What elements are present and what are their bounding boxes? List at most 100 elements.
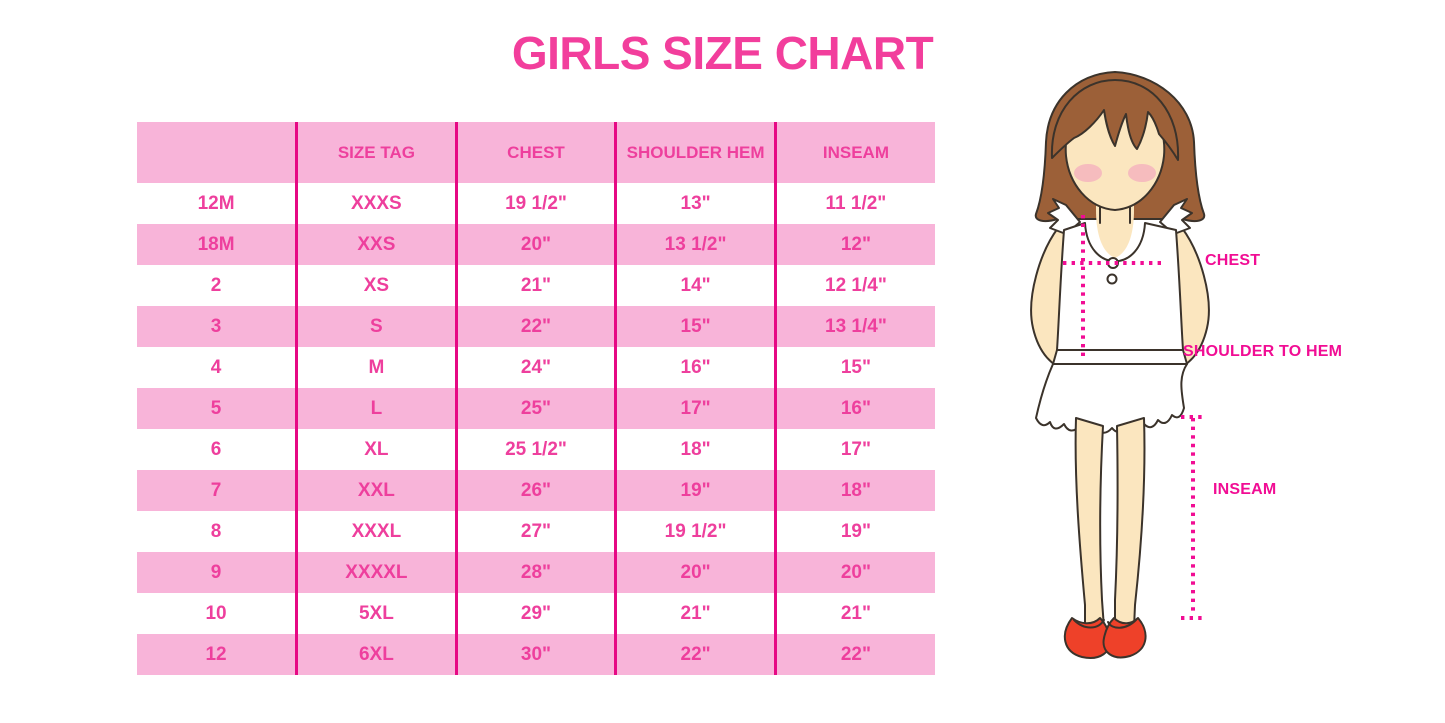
- table-row: 2 XS 21" 14" 12 1/4": [137, 265, 935, 306]
- cell: 6: [210, 438, 222, 460]
- cell: XXL: [295, 470, 457, 511]
- table-row: 4 M 24" 16" 15": [137, 347, 935, 388]
- cell: 15": [773, 347, 935, 388]
- column-header: INSEAM: [773, 122, 935, 183]
- cell: XXXL: [295, 511, 457, 552]
- header-row: SIZE TAG CHEST SHOULDER HEM INSEAM: [137, 122, 935, 183]
- cell: S: [295, 306, 457, 347]
- table-row: 3 S 22" 15" 13 1/4": [137, 306, 935, 347]
- cell: 11 1/2": [773, 183, 935, 224]
- cell: 21": [773, 593, 935, 634]
- cell: 22": [773, 634, 935, 675]
- cell: 19": [773, 511, 935, 552]
- cell: XS: [295, 265, 457, 306]
- column-header: CHEST: [454, 122, 616, 183]
- cell: 18M: [137, 224, 297, 265]
- girl-shirt: [1056, 222, 1184, 351]
- cell: 25": [454, 388, 616, 429]
- table-row: 7 XXL 26" 19" 18": [137, 470, 935, 511]
- table-row: 8 XXXL 27" 19 1/2" 19": [137, 511, 935, 552]
- cell: 20": [773, 552, 935, 593]
- size-table-body: 12M XXXS 19 1/2" 13" 11 1/2" 18M XXS 20" 13 1/2"…: [137, 183, 935, 675]
- cell: 10: [205, 602, 227, 624]
- cell: 5XL: [295, 593, 457, 634]
- column-header: SHOULDER HEM: [614, 122, 776, 183]
- cell: 9: [137, 552, 297, 593]
- table-row: 9 XXXXL 28" 20" 20": [137, 552, 935, 593]
- cell: XXS: [295, 224, 457, 265]
- cell: 17": [614, 388, 776, 429]
- cell: 22": [614, 634, 776, 675]
- cell: 12 1/4": [773, 265, 935, 306]
- girl-left-leg: [1074, 417, 1105, 629]
- cell: XXXS: [295, 183, 457, 224]
- cell: XXXXL: [295, 552, 457, 593]
- girl-left-shoe-strap: [1073, 619, 1105, 629]
- shoulder-to-hem-label: SHOULDER TO HEM: [1183, 343, 1343, 360]
- cell: 19 1/2": [454, 183, 616, 224]
- cell: 29": [454, 593, 616, 634]
- cell: 13": [614, 183, 776, 224]
- cell: 3: [137, 306, 297, 347]
- cell: 13 1/2": [614, 224, 776, 265]
- cell: 14": [614, 265, 776, 306]
- cell: 25 1/2": [454, 429, 616, 470]
- cell: M: [295, 347, 457, 388]
- cell: 15": [614, 306, 776, 347]
- girl-waistband: [1052, 349, 1188, 365]
- table-row: 5 L 25" 17" 16": [137, 388, 935, 429]
- cell: 21": [614, 593, 776, 634]
- cell: 24": [454, 347, 616, 388]
- size-table: SIZE TAG CHEST SHOULDER HEM INSEAM 12M XXXS 1…: [137, 122, 935, 675]
- column-header: SIZE TAG: [295, 122, 457, 183]
- cell: 26": [454, 470, 616, 511]
- cell: 30": [454, 634, 616, 675]
- column-header: [137, 122, 297, 183]
- girl-ruffle-right: [1159, 198, 1193, 235]
- chest-label: CHEST: [1205, 252, 1261, 269]
- cell: 19": [614, 470, 776, 511]
- cell: 20": [614, 552, 776, 593]
- cell: 18": [773, 470, 935, 511]
- cell: XL: [295, 429, 457, 470]
- cell: 20": [454, 224, 616, 265]
- girl-blush-left: [1074, 164, 1102, 182]
- cell: 12M: [197, 192, 235, 214]
- girl-right-shoe-strap: [1107, 619, 1137, 629]
- cell: 17": [773, 429, 935, 470]
- cell: 13 1/4": [773, 306, 935, 347]
- cell: 16": [614, 347, 776, 388]
- table-row: 12 6XL 30" 22" 22": [137, 634, 935, 675]
- cell: 19 1/2": [614, 511, 776, 552]
- girl-hair-bangs: [1050, 79, 1180, 161]
- inseam-label: INSEAM: [1213, 481, 1277, 498]
- cell: 18": [614, 429, 776, 470]
- girl-ruffle-left: [1047, 198, 1081, 235]
- cell: 7: [137, 470, 297, 511]
- table-row: 12M XXXS 19 1/2" 13" 11 1/2": [137, 183, 935, 224]
- girl-skirt: [1035, 363, 1188, 434]
- size-table-header: SIZE TAG CHEST SHOULDER HEM INSEAM: [137, 122, 935, 183]
- cell: 8: [210, 520, 222, 542]
- cell: 27": [454, 511, 616, 552]
- cell: L: [295, 388, 457, 429]
- cell: 28": [454, 552, 616, 593]
- table-row: 10 5XL 29" 21" 21": [137, 593, 935, 634]
- cell: 4: [210, 356, 222, 378]
- page-title: GIRLS SIZE CHART: [511, 27, 934, 79]
- girl-right-leg: [1114, 417, 1146, 629]
- girl-button-bottom: [1106, 273, 1118, 285]
- table-row: 6 XL 25 1/2" 18" 17": [137, 429, 935, 470]
- girl-illustration: [1030, 71, 1210, 659]
- cell: 22": [454, 306, 616, 347]
- cell: 6XL: [295, 634, 457, 675]
- cell: 12: [137, 634, 297, 675]
- table-row: 18M XXS 20" 13 1/2" 12": [137, 224, 935, 265]
- cell: 12": [773, 224, 935, 265]
- girl-blush-right: [1128, 164, 1156, 182]
- cell: 2: [210, 274, 222, 296]
- cell: 16": [773, 388, 935, 429]
- cell: 21": [454, 265, 616, 306]
- cell: 5: [137, 388, 297, 429]
